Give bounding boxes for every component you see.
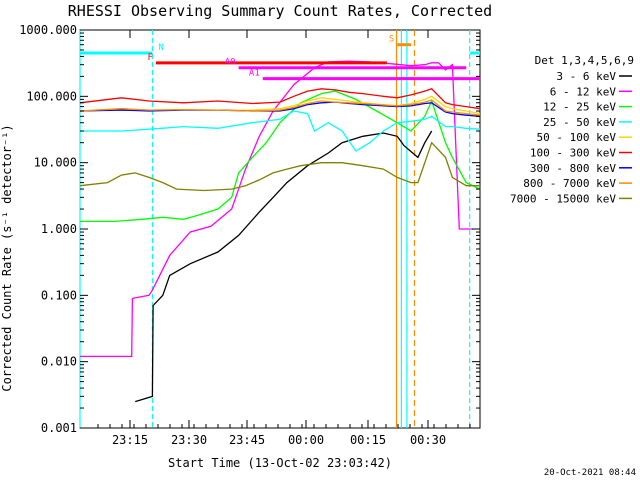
series-line-5 [79, 88, 481, 110]
x-tick-label-5: 00:30 [410, 433, 446, 447]
state-bars: NF S A0 A1 [80, 35, 480, 81]
legend-label-3: 25 - 50 keV [543, 116, 616, 129]
legend: Det 1,3,4,5,6,9 3 - 6 keV 6 - 12 keV 12 - … [510, 54, 634, 205]
series-lines [79, 60, 481, 403]
state-bar-label-N: N [158, 43, 163, 53]
legend-label-8: 7000 - 15000 keV [510, 192, 616, 205]
y-tick-label-2: 0.100 [41, 288, 77, 302]
vertical-markers [79, 30, 471, 428]
legend-label-6: 300 - 800 keV [530, 162, 616, 175]
series-line-7 [79, 99, 481, 116]
y-tick-label-1: 0.010 [41, 355, 77, 369]
series-line-0 [135, 130, 433, 403]
x-tick-label-4: 00:15 [350, 433, 386, 447]
y-axis-label: Corrected Count Rate (s⁻¹ detector⁻¹) [0, 124, 14, 391]
footer-date: 20-Oct-2021 08:44 [544, 468, 636, 478]
y-tick-label-5: 100.000 [26, 89, 77, 103]
chart-title: RHESSI Observing Summary Count Rates, Co… [68, 2, 492, 20]
plot-frame [79, 29, 481, 429]
y-tick-label-4: 10.000 [34, 156, 77, 170]
legend-label-4: 50 - 100 keV [537, 131, 617, 144]
legend-label-1: 6 - 12 keV [550, 85, 617, 98]
state-bar-label-A1: A1 [249, 69, 260, 79]
series-line-1 [80, 60, 474, 358]
y-tick-label-0: 0.001 [41, 421, 77, 435]
y-tick-label-3: 1.000 [41, 222, 77, 236]
x-axis-label: Start Time (13-Oct-02 23:03:42) [168, 456, 392, 470]
x-tick-label-3: 00:00 [288, 433, 324, 447]
y-ticks: 0.001 0.010 0.100 1.000 10.000 100.000 1000.00… [19, 23, 480, 435]
series-line-3 [80, 110, 481, 152]
plot-border [79, 29, 481, 429]
y-tick-label-6: 1000.000 [19, 23, 77, 37]
legend-label-5: 100 - 300 keV [530, 147, 616, 160]
state-bar-label-F: F [147, 53, 152, 63]
x-tick-label-2: 23:45 [229, 433, 265, 447]
x-tick-label-0: 23:15 [112, 433, 148, 447]
legend-label-2: 12 - 25 keV [543, 101, 616, 114]
legend-label-0: 3 - 6 keV [556, 70, 616, 83]
state-bar-label-S: S [389, 35, 394, 45]
legend-label-7: 800 - 7000 keV [523, 177, 616, 190]
x-ticks: 23:15 23:30 23:45 00:00 00:15 00:30 [97, 30, 471, 447]
state-bar-label-A0: A0 [225, 58, 236, 68]
legend-header: Det 1,3,4,5,6,9 [535, 54, 634, 67]
x-tick-label-1: 23:30 [171, 433, 207, 447]
series-line-8 [79, 141, 480, 192]
